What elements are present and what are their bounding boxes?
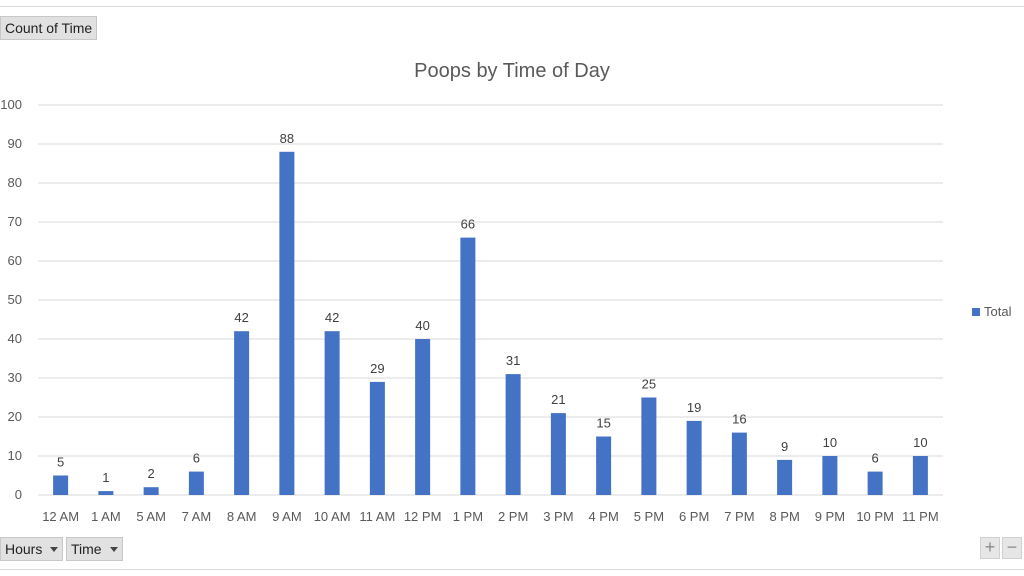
data-label: 40 [415, 318, 429, 333]
x-tick-label: 3 PM [543, 509, 573, 524]
x-tick-label: 9 PM [815, 509, 845, 524]
hours-field-label: Hours [5, 541, 43, 557]
data-label: 5 [57, 455, 64, 470]
data-label: 2 [148, 466, 155, 481]
y-tick-label: 100 [0, 97, 22, 112]
chevron-down-icon [50, 546, 59, 552]
pivot-value-field-button[interactable]: Count of Time [0, 16, 98, 40]
x-tick-label: 9 AM [272, 509, 302, 524]
y-tick-label: 10 [8, 448, 22, 463]
y-tick-label: 90 [8, 136, 22, 151]
data-label: 6 [193, 451, 200, 466]
bar [369, 381, 385, 495]
data-label: 10 [823, 435, 837, 450]
x-tick-label: 10 AM [314, 509, 351, 524]
data-label: 16 [732, 412, 746, 427]
y-tick-label: 60 [8, 253, 22, 268]
data-label: 19 [687, 400, 701, 415]
minus-icon: − [1006, 537, 1018, 557]
plus-icon: + [984, 537, 996, 557]
x-tick-label: 7 AM [182, 509, 212, 524]
bar [550, 413, 566, 495]
x-tick-label: 6 PM [679, 509, 709, 524]
expand-field-button[interactable]: + [980, 537, 1000, 559]
y-tick-label: 80 [8, 175, 22, 190]
bar [98, 491, 114, 495]
bar [188, 471, 204, 495]
chart-title: Poops by Time of Day [414, 60, 610, 82]
pivot-value-field-label: Count of Time [5, 20, 93, 36]
bar [279, 151, 295, 496]
x-tick-label: 1 PM [453, 509, 483, 524]
x-tick-label: 1 AM [91, 509, 121, 524]
bar [596, 436, 612, 495]
x-tick-label: 5 PM [634, 509, 664, 524]
data-label: 31 [506, 353, 520, 368]
data-label: 6 [872, 451, 879, 466]
bar [777, 459, 793, 495]
y-tick-label: 50 [8, 292, 22, 307]
sheet-gridline-top [0, 0, 1024, 7]
y-tick-label: 30 [8, 370, 22, 385]
data-label: 9 [781, 439, 788, 454]
bar [912, 456, 928, 495]
bar [731, 432, 747, 495]
data-label: 25 [642, 377, 656, 392]
bar [324, 331, 340, 495]
x-tick-label: 12 AM [42, 509, 79, 524]
sheet-gridline-bottom [0, 569, 1024, 576]
bar [686, 420, 702, 495]
data-label: 88 [280, 131, 294, 146]
data-label: 29 [370, 361, 384, 376]
x-tick-label: 5 AM [136, 509, 166, 524]
bar [641, 397, 657, 495]
bar [143, 487, 159, 495]
y-tick-label: 20 [8, 409, 22, 424]
collapse-field-button[interactable]: − [1002, 537, 1022, 559]
x-tick-label: 12 PM [404, 509, 442, 524]
legend-swatch [972, 308, 980, 316]
data-label: 15 [596, 416, 610, 431]
x-tick-label: 8 AM [227, 509, 257, 524]
bar [505, 374, 521, 495]
x-tick-label: 7 PM [724, 509, 754, 524]
bar [415, 339, 431, 495]
bar [53, 475, 69, 495]
data-label: 1 [102, 470, 109, 485]
x-tick-label: 11 PM [902, 509, 939, 524]
y-tick-label: 70 [8, 214, 22, 229]
data-label: 42 [325, 310, 339, 325]
bar [234, 331, 250, 495]
bar [867, 471, 883, 495]
y-tick-label: 0 [15, 487, 22, 502]
x-tick-label: 8 PM [769, 509, 799, 524]
bar [822, 456, 838, 495]
data-label: 21 [551, 392, 565, 407]
data-label: 42 [234, 310, 248, 325]
data-label: 10 [913, 435, 927, 450]
legend-entry: Total [984, 304, 1012, 319]
x-tick-label: 10 PM [856, 509, 894, 524]
x-tick-label: 4 PM [588, 509, 618, 524]
y-tick-label: 40 [8, 331, 22, 346]
data-label: 66 [461, 217, 475, 232]
x-tick-label: 11 AM [359, 509, 395, 524]
time-field-label: Time [71, 541, 102, 557]
time-field-button[interactable]: Time [66, 537, 123, 561]
bar [460, 237, 476, 495]
hours-field-button[interactable]: Hours [0, 537, 64, 561]
chevron-down-icon [109, 546, 118, 552]
x-tick-label: 2 PM [498, 509, 528, 524]
